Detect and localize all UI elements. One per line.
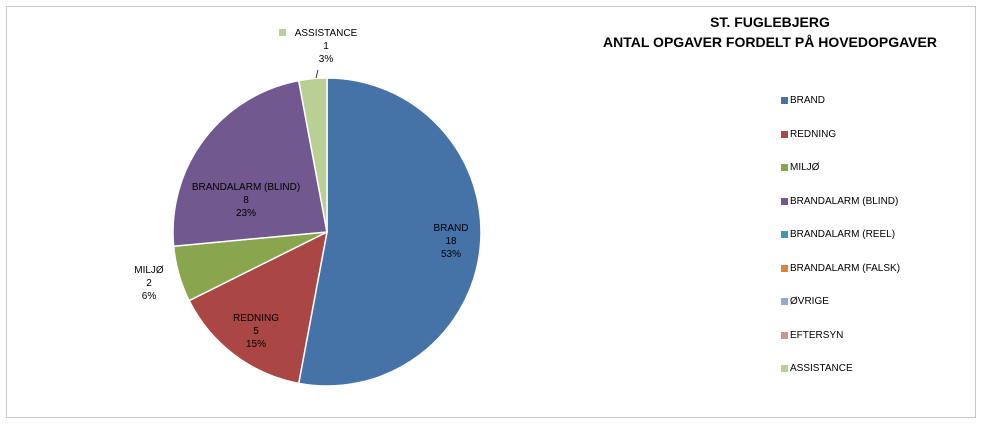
legend-swatch (781, 264, 788, 272)
data-label-percent: 15% (246, 339, 266, 350)
data-label-name: BRAND (433, 223, 468, 234)
pie-slice-brand (297, 77, 482, 387)
data-label-value: 5 (253, 326, 259, 337)
leader-line-assistance (315, 69, 319, 79)
legend-swatch (781, 365, 788, 372)
pie-slice-assistance (297, 77, 328, 233)
pie-slice-brandalarm-blind (172, 79, 328, 248)
data-label-swatch (279, 29, 286, 36)
legend-label: EFTERSYN (790, 329, 844, 341)
data-label-value: 8 (243, 195, 249, 206)
data-label-percent: 23% (236, 208, 256, 219)
chart-area (6, 6, 976, 418)
legend-swatch (781, 197, 788, 205)
legend-label: ØVRIGE (790, 296, 829, 307)
data-label-value: 18 (445, 236, 457, 247)
chart-title-line-2: ANTAL OPGAVER FORDELT PÅ HOVEDOPGAVER (603, 34, 937, 50)
data-label-percent: 3% (319, 54, 334, 65)
legend-swatch (781, 97, 788, 104)
legend-label: ASSISTANCE (790, 363, 853, 374)
legend-label: BRANDALARM (FALSK) (790, 262, 901, 274)
data-label-name: BRANDALARM (BLIND) (192, 182, 300, 193)
data-label-name: MILJØ (134, 265, 164, 276)
legend-swatch (781, 164, 788, 171)
legend-swatch (781, 298, 788, 305)
legend-swatch (781, 130, 788, 138)
chart-title: ST. FUGLEBJERG ANTAL OPGAVER FORDELT PÅ … (560, 12, 980, 52)
data-label-value: 1 (323, 41, 329, 52)
data-label-percent: 53% (441, 249, 461, 260)
legend-swatch (781, 331, 788, 339)
pie-slice-redning (188, 230, 329, 385)
data-label-value: 2 (146, 278, 152, 289)
legend-label: BRANDALARM (REEL) (790, 229, 896, 240)
chart-title-line-1: ST. FUGLEBJERG (710, 14, 830, 30)
data-label-percent: 6% (142, 291, 157, 302)
legend-label: BRAND (790, 95, 826, 106)
data-label-name: ASSISTANCE (295, 28, 358, 39)
data-label-name: REDNING (233, 313, 279, 324)
legend-label: MILJØ (790, 162, 820, 173)
legend-label: REDNING (790, 128, 837, 140)
legend-swatch (781, 231, 788, 238)
legend-label: BRANDALARM (BLIND) (790, 195, 899, 207)
